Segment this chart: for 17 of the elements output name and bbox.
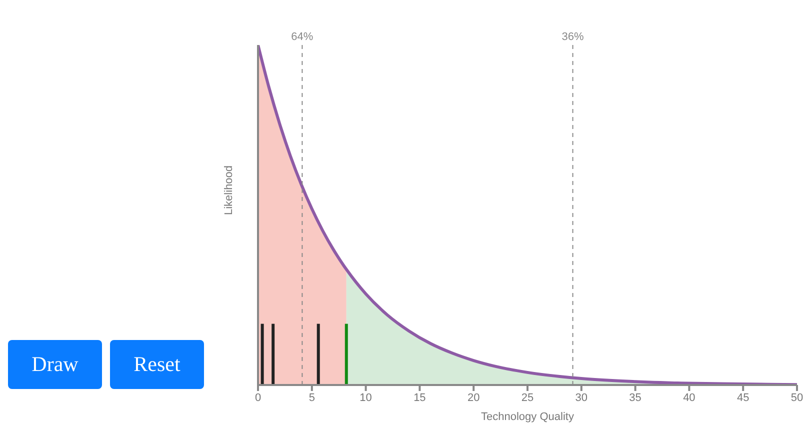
button: Draw	[8, 340, 102, 389]
y-axis-title: Likelihood	[222, 165, 235, 215]
x-tick-label: 45	[736, 392, 750, 404]
button: Reset	[110, 340, 204, 389]
x-tick-label: 15	[414, 392, 426, 404]
text: 64%	[291, 31, 314, 43]
x-tick-label: 30	[575, 392, 588, 404]
x-tick-label: 25	[521, 392, 534, 404]
x-tick-label: 20	[467, 392, 480, 404]
x-tick-label: 50	[790, 392, 804, 404]
x-tick-label: 10	[360, 392, 372, 404]
x-tick-label: 5	[308, 392, 315, 404]
x-tick-label: 40	[683, 392, 696, 404]
x-tick-label: 0	[254, 392, 262, 404]
x-tick-label: 35	[629, 392, 642, 404]
text: 36%	[562, 31, 584, 43]
x-axis-title: Technology Quality	[481, 411, 574, 423]
